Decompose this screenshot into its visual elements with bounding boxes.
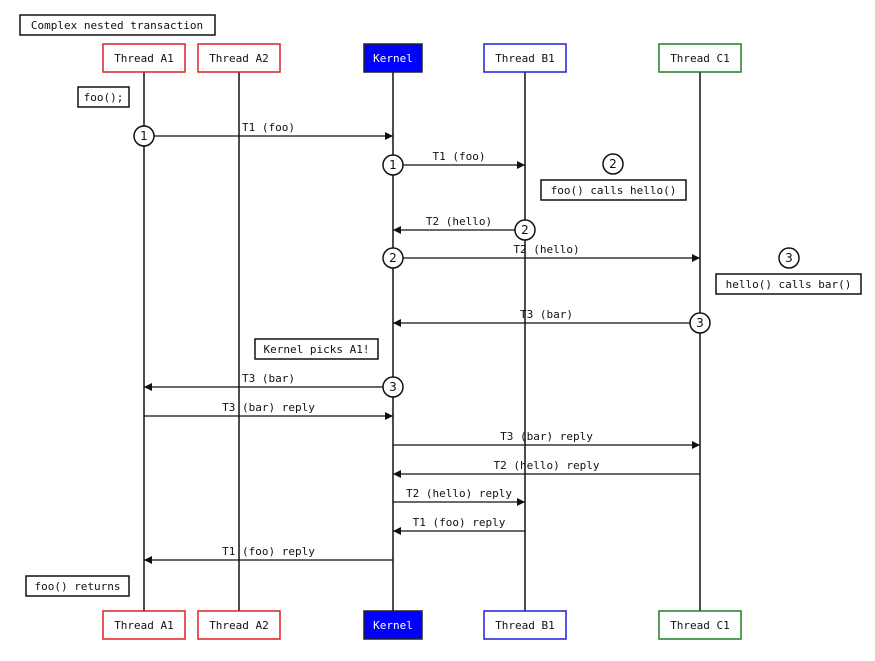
step-marker: 1 — [133, 125, 155, 147]
message-label: T2 (hello) reply — [406, 487, 512, 500]
step-marker-number: 2 — [521, 223, 529, 237]
participant-bottom-c1: Thread C1 — [658, 610, 742, 640]
diagram-title-text: Complex nested transaction — [31, 19, 203, 32]
step-marker-number: 2 — [389, 251, 397, 265]
participant-label: Thread A1 — [114, 52, 174, 65]
message-arrow: T1 (foo) reply — [144, 545, 393, 564]
participant-top-c1: Thread C1 — [658, 43, 742, 73]
message-label: T1 (foo) reply — [413, 516, 506, 529]
message-arrow: T3 (bar) 3 — [144, 372, 404, 398]
participant-label: Thread B1 — [495, 619, 555, 632]
participant-label: Kernel — [373, 52, 413, 65]
message-label: T1 (foo) reply — [222, 545, 315, 558]
message-label: T2 (hello) reply — [494, 459, 600, 472]
participant-bottom-b1: Thread B1 — [483, 610, 567, 640]
message-arrow: T2 (hello) 2 — [382, 243, 700, 269]
message-label: T1 (foo) — [433, 150, 486, 163]
participant-bottom-k: Kernel — [363, 610, 423, 640]
note: foo() returns — [25, 575, 130, 597]
message-label: T3 (bar) — [242, 372, 295, 385]
note-text: foo(); — [84, 91, 124, 104]
participant-label: Thread B1 — [495, 52, 555, 65]
message-label: T2 (hello) — [426, 215, 492, 228]
message-arrow: T1 (foo) 1 — [382, 150, 525, 176]
message-arrow: T3 (bar) 3 — [393, 308, 711, 334]
step-marker-number: 3 — [696, 316, 704, 330]
message-arrow: T2 (hello) reply — [393, 459, 700, 478]
participant-label: Thread A2 — [209, 52, 269, 65]
step-marker-number: 3 — [389, 380, 397, 394]
note-text: foo() calls hello() — [551, 184, 677, 197]
note: foo() calls hello() 2 — [540, 153, 687, 201]
participant-label: Thread A1 — [114, 619, 174, 632]
step-marker-number: 1 — [140, 129, 148, 143]
participant-top-a1: Thread A1 — [102, 43, 186, 73]
message-arrow: T3 (bar) reply — [393, 430, 700, 449]
step-marker: 2 — [382, 247, 404, 269]
step-marker: 3 — [689, 312, 711, 334]
participant-bottom-a1: Thread A1 — [102, 610, 186, 640]
note: Kernel picks A1! — [254, 338, 379, 360]
message-label: T3 (bar) — [520, 308, 573, 321]
participant-top-b1: Thread B1 — [483, 43, 567, 73]
message-arrow: T1 (foo) 1 — [133, 121, 393, 147]
step-marker: 3 — [778, 247, 800, 269]
participant-label: Thread A2 — [209, 619, 269, 632]
participant-label: Kernel — [373, 619, 413, 632]
message-label: T1 (foo) — [242, 121, 295, 134]
note-text: hello() calls bar() — [726, 278, 852, 291]
step-marker-number: 1 — [389, 158, 397, 172]
note: hello() calls bar() 3 — [715, 247, 862, 295]
note-text: foo() returns — [34, 580, 120, 593]
step-marker-number: 3 — [785, 251, 793, 265]
step-marker-number: 2 — [609, 157, 617, 171]
participant-bottom-a2: Thread A2 — [197, 610, 281, 640]
message-arrow: T1 (foo) reply — [393, 516, 525, 535]
message-label: T3 (bar) reply — [222, 401, 315, 414]
participant-top-a2: Thread A2 — [197, 43, 281, 73]
step-marker: 3 — [382, 376, 404, 398]
message-label: T3 (bar) reply — [500, 430, 593, 443]
note-text: Kernel picks A1! — [264, 343, 370, 356]
participant-label: Thread C1 — [670, 619, 730, 632]
step-marker: 1 — [382, 154, 404, 176]
participant-label: Thread C1 — [670, 52, 730, 65]
message-label: T2 (hello) — [513, 243, 579, 256]
note: foo(); — [77, 86, 130, 108]
participant-top-k: Kernel — [363, 43, 423, 73]
message-arrow: T3 (bar) reply — [144, 401, 393, 420]
diagram-title: Complex nested transaction — [19, 14, 216, 36]
step-marker: 2 — [602, 153, 624, 175]
message-arrow: T2 (hello) reply — [393, 487, 525, 506]
message-arrow: T2 (hello) 2 — [393, 215, 536, 241]
step-marker: 2 — [514, 219, 536, 241]
